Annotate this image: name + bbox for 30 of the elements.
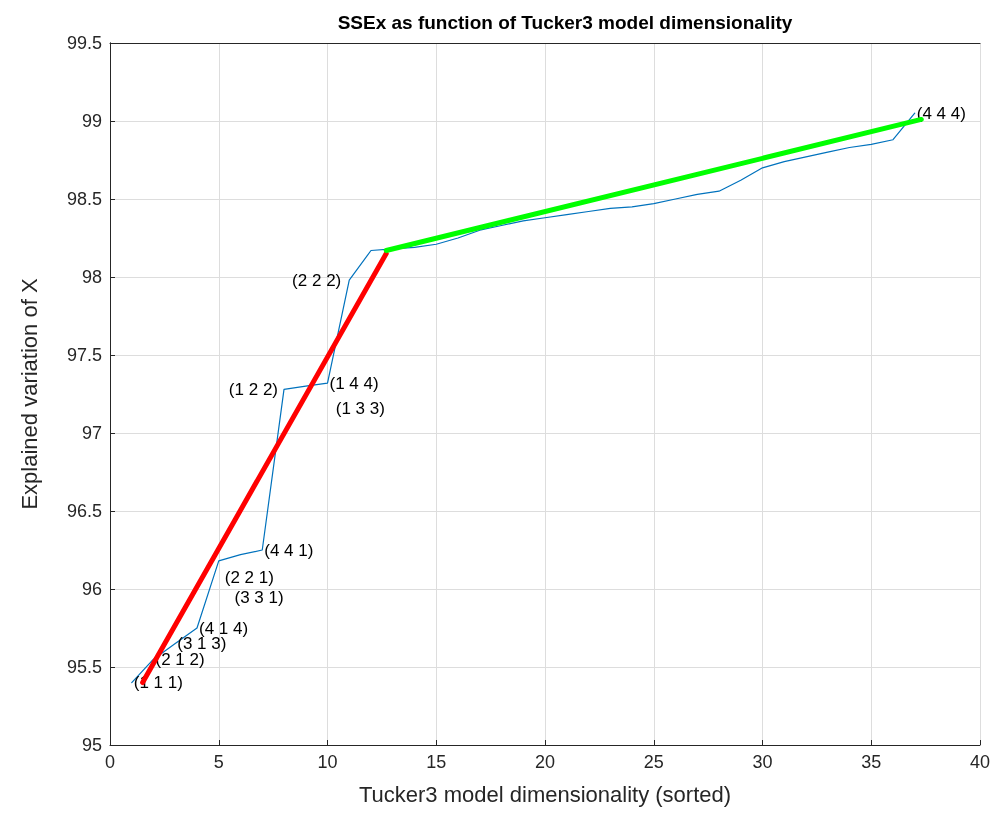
data-label: (1 4 4) xyxy=(329,373,379,393)
data-label: (2 2 2) xyxy=(292,270,342,290)
data-label: (4 4 1) xyxy=(264,540,314,560)
y-tick-label: 98 xyxy=(81,267,102,287)
x-tick-label: 10 xyxy=(317,752,338,772)
x-tick-label: 20 xyxy=(534,752,556,772)
data-label: (2 2 1) xyxy=(224,567,274,587)
x-tick-label: 35 xyxy=(861,752,882,772)
x-tick-label: 30 xyxy=(752,752,773,772)
y-axis-title: Explained variation of X xyxy=(16,278,42,510)
y-tick-label: 96 xyxy=(81,579,102,599)
x-tick-label: 15 xyxy=(426,752,447,772)
y-tick-label: 99 xyxy=(81,111,102,131)
y-tick-label: 97 xyxy=(81,423,102,443)
data-label: (4 1 4) xyxy=(199,618,249,638)
y-tick-label: 96.5 xyxy=(66,501,102,521)
x-tick-label: 25 xyxy=(643,752,664,772)
x-tick-label: 5 xyxy=(213,752,224,772)
x-tick-label: 0 xyxy=(104,752,116,772)
y-tick-label: 97.5 xyxy=(66,345,102,365)
x-tick-label: 40 xyxy=(969,752,991,772)
data-label: (1 2 2) xyxy=(228,379,278,399)
x-axis-title: Tucker3 model dimensionality (sorted) xyxy=(358,781,732,807)
y-tick-label: 95.5 xyxy=(66,657,102,677)
y-tick-label: 95 xyxy=(81,735,102,755)
chart-title: SSEx as function of Tucker3 model dimensionality xyxy=(337,12,793,33)
data-label: (3 3 1) xyxy=(234,587,284,607)
data-label: (1 3 3) xyxy=(335,399,385,419)
y-tick-label: 98.5 xyxy=(66,189,102,209)
y-tick-label: 99.5 xyxy=(66,33,102,53)
